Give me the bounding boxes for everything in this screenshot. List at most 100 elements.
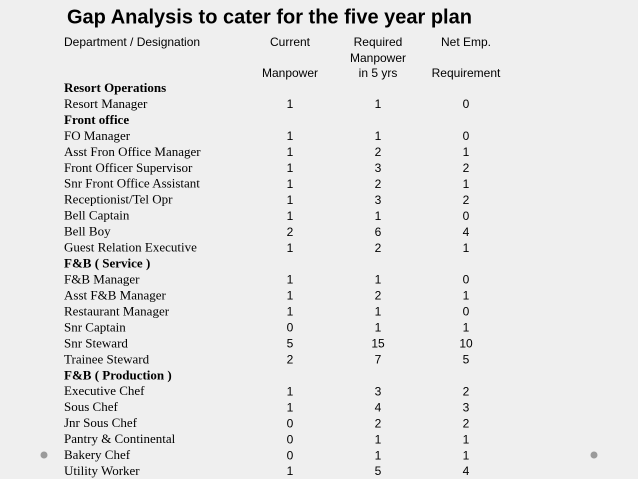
cell-current: 1 bbox=[287, 97, 294, 111]
header-required: Required bbox=[354, 35, 403, 49]
header-net: Net Emp. bbox=[441, 35, 491, 49]
cell-net: 1 bbox=[463, 448, 470, 462]
cell-required: 1 bbox=[375, 129, 382, 143]
cell-required: 2 bbox=[375, 145, 382, 159]
section-name: Front office bbox=[64, 112, 129, 127]
cell-current: 1 bbox=[287, 145, 294, 159]
row-label: Bell Captain bbox=[64, 208, 130, 223]
header-current: Current bbox=[270, 35, 311, 49]
cell-current: 2 bbox=[287, 352, 294, 366]
cell-required: 1 bbox=[375, 321, 382, 335]
section-name: F&B ( Production ) bbox=[64, 367, 172, 382]
cell-current: 1 bbox=[287, 209, 294, 223]
cell-required: 1 bbox=[375, 448, 382, 462]
cell-net: 1 bbox=[463, 177, 470, 191]
cell-current: 1 bbox=[287, 384, 294, 398]
cell-current: 1 bbox=[287, 464, 294, 478]
cell-net: 0 bbox=[463, 305, 470, 319]
cell-current: 5 bbox=[287, 337, 294, 351]
row-label: Receptionist/Tel Opr bbox=[64, 192, 173, 207]
cell-current: 0 bbox=[287, 321, 294, 335]
cell-required: 1 bbox=[375, 305, 382, 319]
cell-required: 6 bbox=[375, 225, 382, 239]
row-label: Trainee Steward bbox=[64, 351, 150, 366]
row-label: F&B Manager bbox=[64, 272, 140, 287]
header-net: Requirement bbox=[432, 66, 501, 80]
cell-net: 1 bbox=[463, 321, 470, 335]
cell-required: 1 bbox=[375, 97, 382, 111]
row-label: Snr Captain bbox=[64, 319, 126, 334]
cell-net: 2 bbox=[463, 384, 470, 398]
row-label: FO Manager bbox=[64, 128, 131, 143]
section-name: Resort Operations bbox=[64, 80, 166, 95]
cell-net: 4 bbox=[463, 225, 470, 239]
cell-required: 2 bbox=[375, 241, 382, 255]
cell-required: 4 bbox=[375, 400, 382, 414]
row-label: Executive Chef bbox=[64, 383, 145, 398]
decor-dot bbox=[40, 451, 48, 459]
header-required: in 5 yrs bbox=[359, 66, 398, 80]
cell-required: 2 bbox=[375, 416, 382, 430]
cell-net: 2 bbox=[463, 416, 470, 430]
row-label: Sous Chef bbox=[64, 399, 118, 414]
cell-required: 1 bbox=[375, 432, 382, 446]
cell-current: 2 bbox=[287, 225, 294, 239]
row-label: Front Officer Supervisor bbox=[64, 160, 193, 175]
cell-current: 1 bbox=[287, 289, 294, 303]
cell-net: 1 bbox=[463, 289, 470, 303]
section-name: F&B ( Service ) bbox=[64, 256, 150, 271]
cell-current: 0 bbox=[287, 416, 294, 430]
cell-net: 0 bbox=[463, 273, 470, 287]
row-label: Resort Manager bbox=[64, 96, 148, 111]
cell-required: 7 bbox=[375, 352, 382, 366]
cell-current: 0 bbox=[287, 448, 294, 462]
cell-current: 1 bbox=[287, 241, 294, 255]
cell-net: 1 bbox=[463, 241, 470, 255]
cell-current: 1 bbox=[287, 177, 294, 191]
cell-net: 2 bbox=[463, 161, 470, 175]
row-label: Restaurant Manager bbox=[64, 303, 170, 318]
cell-net: 10 bbox=[459, 337, 473, 351]
header-current: Manpower bbox=[262, 66, 318, 80]
cell-required: 2 bbox=[375, 177, 382, 191]
header-department: Department / Designation bbox=[64, 35, 200, 49]
row-label: Snr Steward bbox=[64, 335, 128, 350]
row-label: Jnr Sous Chef bbox=[64, 415, 138, 430]
row-label: Bell Boy bbox=[64, 224, 111, 239]
cell-net: 1 bbox=[463, 145, 470, 159]
row-label: Bakery Chef bbox=[64, 447, 131, 462]
cell-required: 3 bbox=[375, 193, 382, 207]
cell-required: 5 bbox=[375, 464, 382, 478]
row-label: Snr Front Office Assistant bbox=[64, 176, 200, 191]
cell-current: 1 bbox=[287, 305, 294, 319]
cell-net: 4 bbox=[463, 464, 470, 478]
cell-current: 0 bbox=[287, 432, 294, 446]
cell-current: 1 bbox=[287, 273, 294, 287]
cell-net: 1 bbox=[463, 432, 470, 446]
row-label: Utility Worker bbox=[64, 463, 140, 478]
cell-required: 1 bbox=[375, 209, 382, 223]
cell-current: 1 bbox=[287, 193, 294, 207]
row-label: Pantry & Continental bbox=[64, 431, 176, 446]
cell-current: 1 bbox=[287, 129, 294, 143]
cell-required: 3 bbox=[375, 161, 382, 175]
row-label: Asst F&B Manager bbox=[64, 287, 167, 302]
cell-current: 1 bbox=[287, 400, 294, 414]
header-required: Manpower bbox=[350, 51, 406, 65]
cell-net: 5 bbox=[463, 352, 470, 366]
cell-net: 0 bbox=[463, 97, 470, 111]
cell-required: 1 bbox=[375, 273, 382, 287]
row-label: Asst Fron Office Manager bbox=[64, 144, 201, 159]
decor-dot bbox=[590, 451, 598, 459]
cell-required: 2 bbox=[375, 289, 382, 303]
cell-current: 1 bbox=[287, 161, 294, 175]
cell-net: 2 bbox=[463, 193, 470, 207]
cell-net: 0 bbox=[463, 129, 470, 143]
cell-required: 3 bbox=[375, 384, 382, 398]
cell-net: 3 bbox=[463, 400, 470, 414]
title: Gap Analysis to cater for the five year … bbox=[67, 6, 472, 28]
row-label: Guest Relation Executive bbox=[64, 240, 197, 255]
cell-required: 15 bbox=[371, 337, 385, 351]
